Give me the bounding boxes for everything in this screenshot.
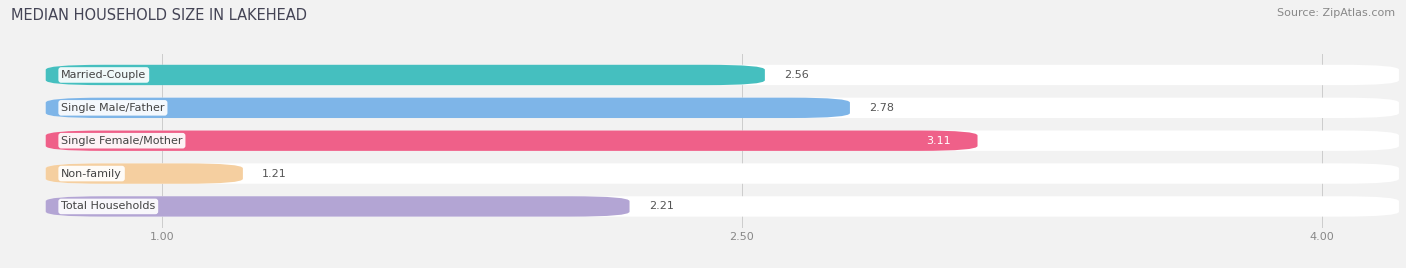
FancyBboxPatch shape <box>46 98 851 118</box>
Text: Non-family: Non-family <box>62 169 122 178</box>
Text: MEDIAN HOUSEHOLD SIZE IN LAKEHEAD: MEDIAN HOUSEHOLD SIZE IN LAKEHEAD <box>11 8 308 23</box>
FancyBboxPatch shape <box>46 196 1399 217</box>
Text: Single Female/Mother: Single Female/Mother <box>62 136 183 146</box>
Text: 2.21: 2.21 <box>648 202 673 211</box>
FancyBboxPatch shape <box>46 131 1399 151</box>
Text: 2.78: 2.78 <box>869 103 894 113</box>
FancyBboxPatch shape <box>46 131 977 151</box>
Text: Single Male/Father: Single Male/Father <box>62 103 165 113</box>
FancyBboxPatch shape <box>46 65 765 85</box>
Text: 1.21: 1.21 <box>263 169 287 178</box>
FancyBboxPatch shape <box>46 163 243 184</box>
Text: Total Households: Total Households <box>62 202 156 211</box>
Text: Source: ZipAtlas.com: Source: ZipAtlas.com <box>1277 8 1395 18</box>
FancyBboxPatch shape <box>46 98 1399 118</box>
FancyBboxPatch shape <box>46 163 1399 184</box>
FancyBboxPatch shape <box>46 196 630 217</box>
Text: 3.11: 3.11 <box>925 136 950 146</box>
Text: 2.56: 2.56 <box>785 70 808 80</box>
FancyBboxPatch shape <box>46 65 1399 85</box>
Text: Married-Couple: Married-Couple <box>62 70 146 80</box>
